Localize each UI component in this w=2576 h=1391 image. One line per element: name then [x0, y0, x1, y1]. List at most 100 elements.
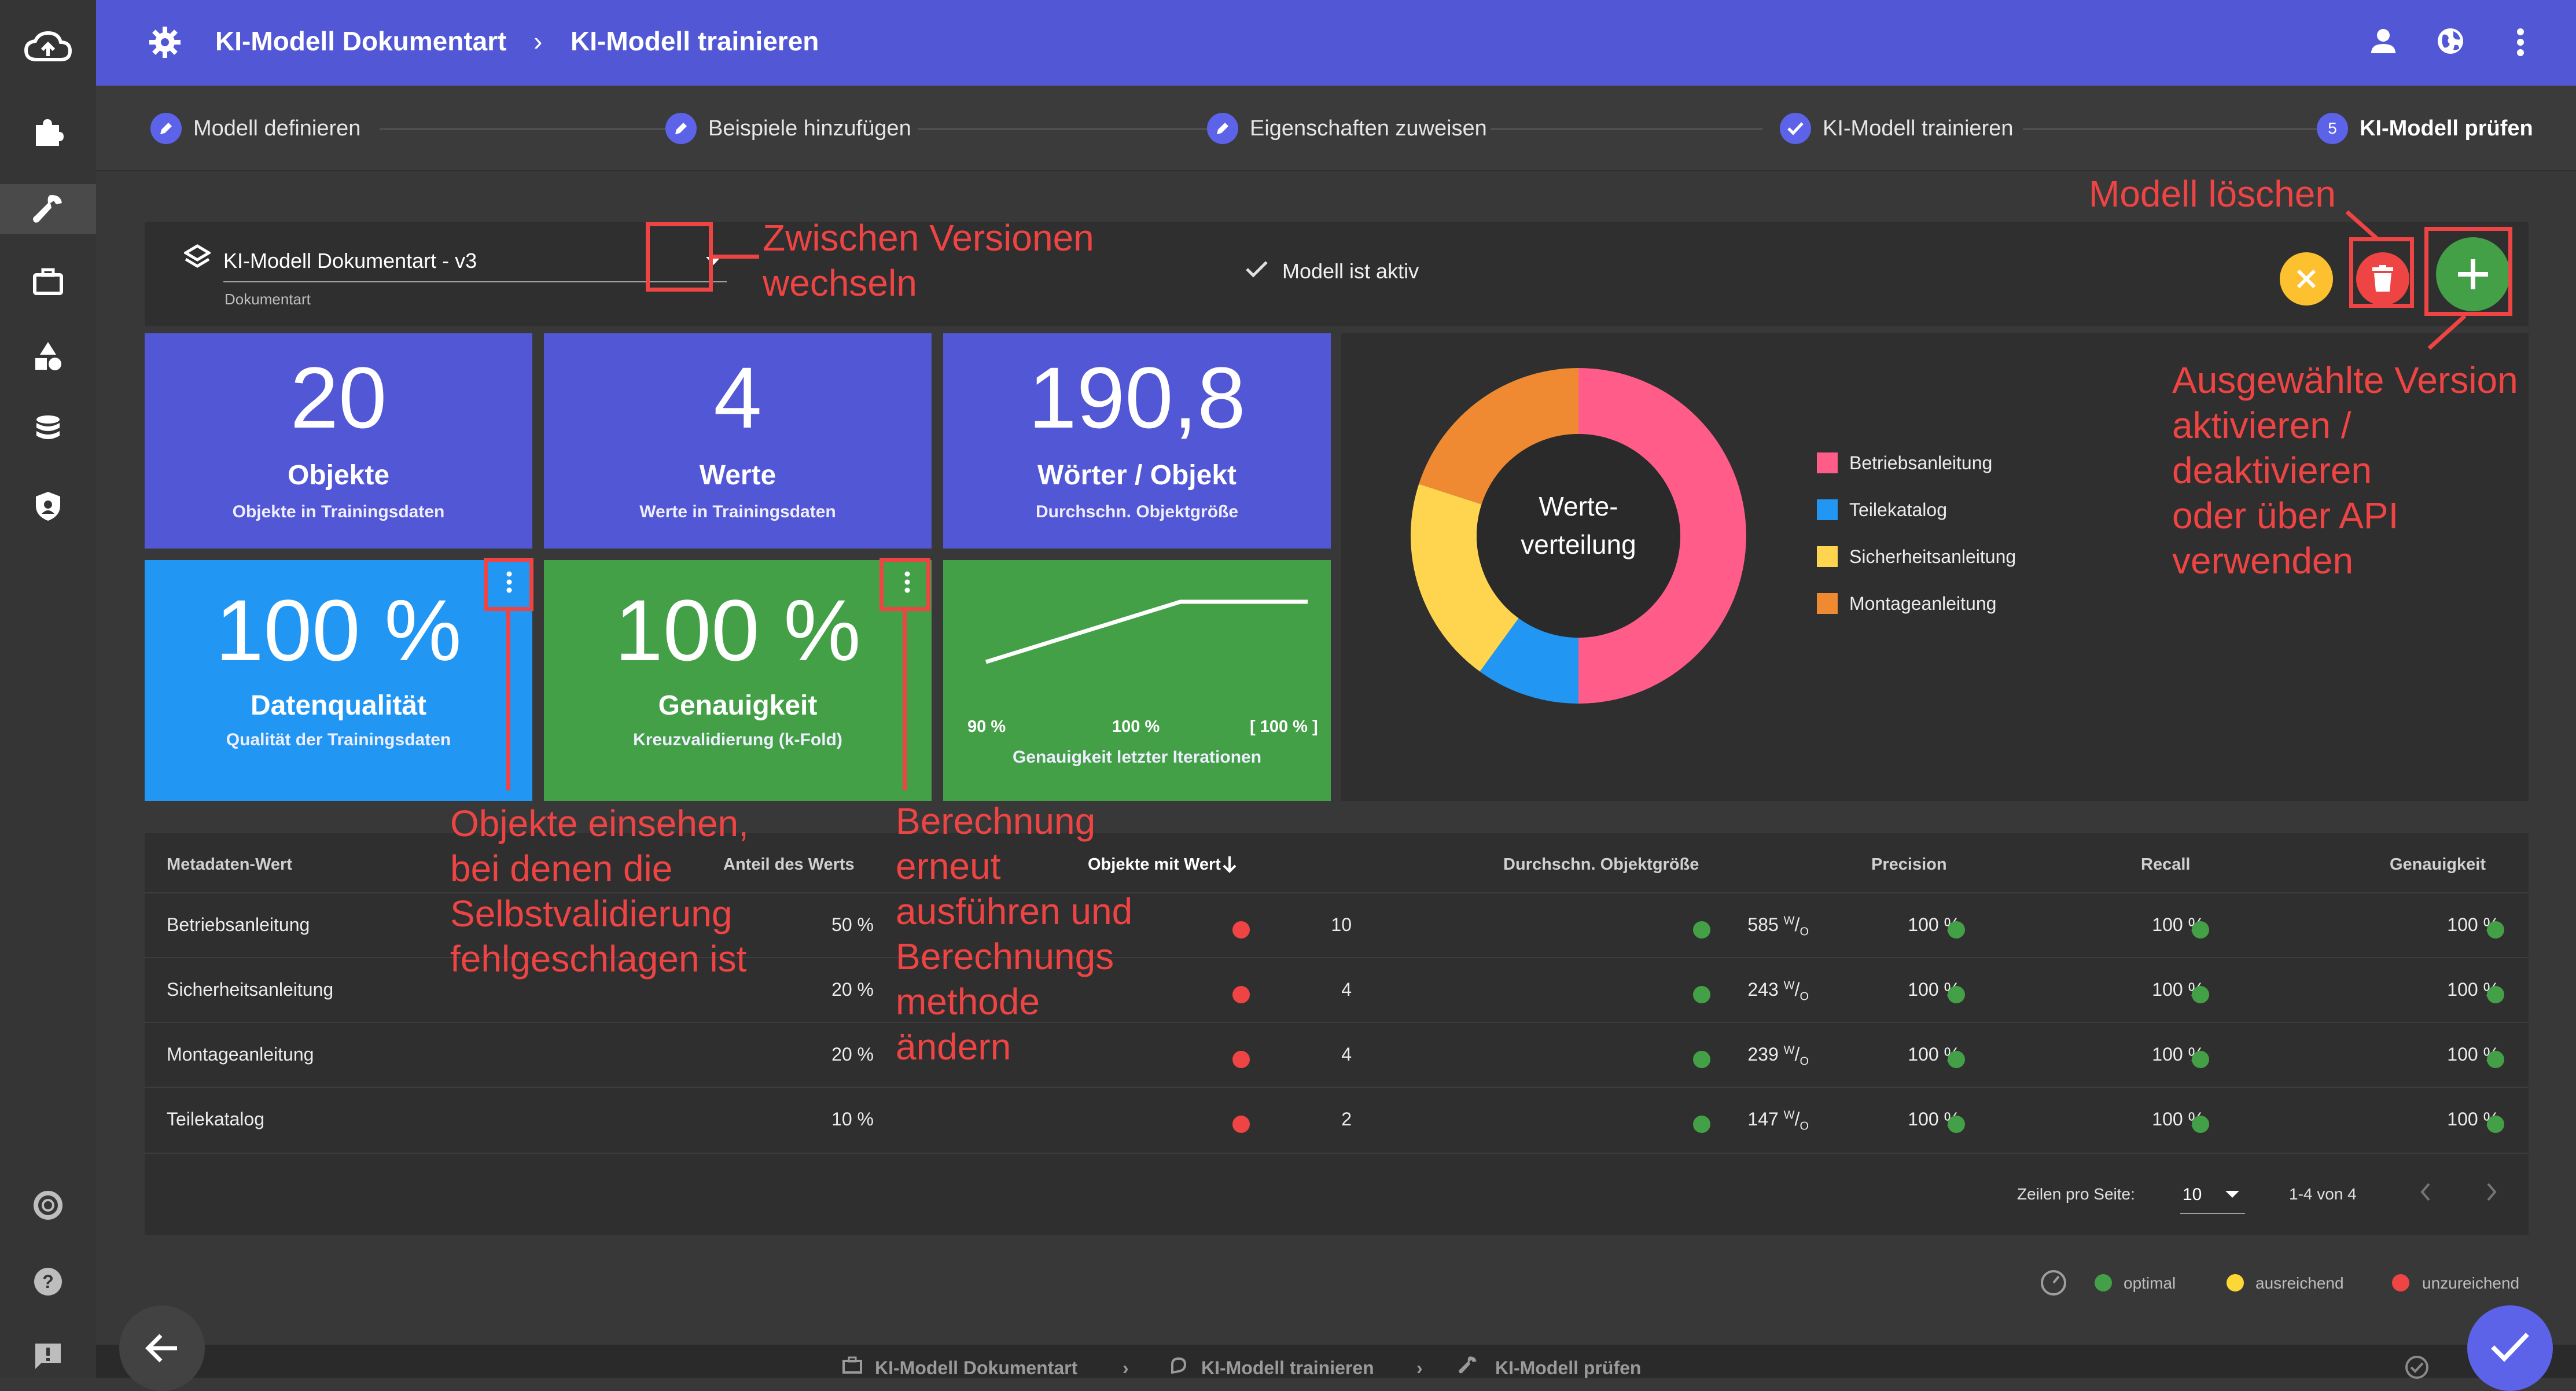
legend-swatch [1817, 593, 1838, 614]
briefcase-icon[interactable] [23, 257, 73, 307]
column-header[interactable]: Recall [2141, 855, 2190, 874]
user-icon[interactable] [2370, 28, 2397, 54]
step-ki-modell-trainieren[interactable]: KI-Modell trainieren [1780, 112, 2013, 145]
cell-anteil: 20 % [831, 979, 874, 1000]
cell-name: Montageanleitung [167, 1044, 314, 1065]
column-header[interactable]: Precision [1871, 855, 1947, 874]
step-modell-definieren[interactable]: Modell definieren [150, 112, 360, 145]
annotation-connector [2424, 312, 2471, 353]
column-header[interactable]: Anteil des Werts [723, 855, 855, 874]
tile-objekte: 20 Objekte Objekte in Trainingsdaten [145, 333, 532, 549]
bottom-bar: KI-Modell Dokumentart › KI-Modell traini… [96, 1345, 2576, 1378]
tile-subtitle: Qualität der Trainingsdaten [145, 730, 532, 750]
puzzle-icon[interactable] [23, 108, 73, 157]
feedback-icon[interactable] [23, 1331, 73, 1381]
status-dot [1232, 1051, 1250, 1068]
column-header-sorted[interactable]: Objekte mit Wert [1088, 855, 1221, 874]
gauge-icon [2040, 1269, 2067, 1296]
annotation-text: bei denen die [450, 846, 672, 891]
legend-item[interactable]: Teilekatalog [1817, 498, 1947, 521]
rows-per-page-label: Zeilen pro Seite: [2017, 1185, 2135, 1204]
annotation-text: verwenden [2172, 538, 2353, 583]
legend-item[interactable]: Sicherheitsanleitung [1817, 545, 2016, 568]
table-row[interactable]: Teilekatalog 10 % 2 100 % 100 % 100 % 147 W/O [145, 1087, 2529, 1151]
globe-icon[interactable] [2436, 27, 2465, 56]
model-status: Modell ist aktiv [1282, 259, 1419, 284]
layers-icon [184, 244, 211, 271]
cell-name: Teilekatalog [167, 1109, 264, 1130]
step-ki-modell-pruefen[interactable]: 5 KI-Modell prüfen [2317, 112, 2533, 145]
chevron-left-icon[interactable] [2419, 1182, 2431, 1202]
bottom-crumb[interactable]: KI-Modell trainieren [1201, 1357, 1374, 1379]
tile-woerter: 190,8 Wörter / Objekt Durchschn. Objektg… [943, 333, 1331, 549]
status-dot [1948, 986, 1965, 1003]
cell-anteil: 10 % [831, 1109, 874, 1130]
gear-icon[interactable] [149, 27, 181, 58]
column-header[interactable]: Durchschn. Objektgröße [1503, 855, 1699, 874]
tile-value: 4 [544, 354, 932, 441]
bottom-crumb-separator: › [1416, 1357, 1423, 1379]
arrow-down-icon[interactable] [1222, 855, 1237, 874]
column-header[interactable]: Metadaten-Wert [167, 855, 292, 874]
edit-icon [1207, 113, 1238, 144]
column-header[interactable]: Genauigkeit [2390, 855, 2486, 874]
legend-label: Sicherheitsanleitung [1849, 546, 2016, 568]
chevron-down-icon [2225, 1191, 2239, 1199]
app-header: KI-Modell Dokumentart › KI-Modell traini… [96, 0, 2576, 86]
check-icon [2489, 1330, 2531, 1364]
tile-value: 100 % [544, 587, 932, 674]
step-beispiele-hinzufuegen[interactable]: Beispiele hinzufügen [665, 112, 911, 145]
bottom-crumb[interactable]: KI-Modell prüfen [1495, 1357, 1641, 1379]
legend-item[interactable]: Betriebsanleitung [1817, 451, 1992, 474]
help-icon[interactable]: ? [23, 1257, 73, 1307]
confirm-button[interactable] [2467, 1305, 2553, 1391]
tile-datenqualitaet: 100 % Datenqualität Qualität der Trainin… [145, 560, 532, 801]
wrench-icon[interactable] [0, 184, 96, 234]
rows-per-page-value: 10 [2183, 1185, 2202, 1205]
rows-per-page-select[interactable]: 10 [2180, 1178, 2245, 1214]
shapes-icon[interactable] [23, 331, 73, 381]
legend-item[interactable]: Montageanleitung [1817, 592, 1996, 615]
status-dot [2192, 986, 2209, 1003]
database-icon[interactable] [23, 405, 73, 455]
chevron-right-icon[interactable] [2486, 1182, 2498, 1202]
step-connector [380, 128, 692, 130]
status-dot [2487, 921, 2504, 939]
more-vertical-icon[interactable] [2516, 28, 2525, 57]
status-dot [1232, 1116, 1250, 1133]
cell-objekte: 2 [1341, 1109, 1352, 1130]
iteration-current: [ 100 % ] [1250, 717, 1318, 737]
status-dot [2192, 1116, 2209, 1133]
step-eigenschaften-zuweisen[interactable]: Eigenschaften zuweisen [1207, 112, 1487, 145]
version-select-hint: Dokumentart [225, 290, 311, 308]
status-ausreichend-dot [2227, 1274, 2244, 1291]
table-row[interactable]: Montageanleitung 20 % 4 100 % 100 % 100 % 239 … [145, 1022, 2529, 1087]
annotation-text: erneut [896, 844, 1000, 889]
annotation-text: methode [896, 979, 1040, 1024]
status-dot [1693, 921, 1710, 939]
support-icon[interactable] [23, 1180, 73, 1230]
deactivate-button[interactable] [2280, 252, 2333, 306]
bottom-crumb[interactable]: KI-Modell Dokumentart [875, 1357, 1077, 1379]
shield-icon[interactable] [23, 481, 73, 531]
back-button[interactable] [119, 1305, 205, 1391]
step-number: 5 [2317, 113, 2348, 144]
annotation-text: aktivieren / [2172, 403, 2351, 448]
legend-swatch [1817, 499, 1838, 520]
cell-groesse-value: 239 [1747, 1044, 1778, 1065]
step-connector [918, 128, 1219, 130]
annotation-text: Selbstvalidierung [450, 891, 732, 936]
iteration-end: 100 % [1112, 717, 1160, 737]
status-dot [1693, 1051, 1710, 1068]
step-label: Beispiele hinzufügen [708, 116, 911, 141]
annotation-text: oder über API [2172, 493, 2398, 538]
tile-title: Wörter / Objekt [943, 459, 1331, 491]
legend-swatch [1817, 452, 1838, 473]
status-dot [1232, 921, 1250, 939]
tile-title: Datenqualität [145, 690, 532, 722]
svg-text:?: ? [42, 1271, 54, 1292]
status-unzureichend-dot [2392, 1274, 2409, 1291]
tile-iterationen: 90 % 100 % [ 100 % ] Genauigkeit letzter… [943, 560, 1331, 801]
cloud-upload-icon[interactable] [23, 23, 73, 73]
breadcrumb-model[interactable]: KI-Modell Dokumentart [215, 25, 506, 57]
